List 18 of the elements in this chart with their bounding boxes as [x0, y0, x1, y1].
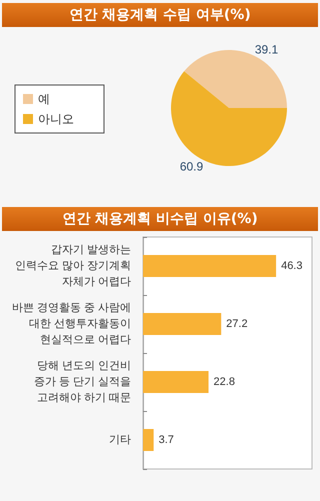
y-tick-label: 갑자기 발생하는 인력수요 많아 장기계획 자체가 어렵다 [14, 244, 131, 288]
y-tick-label: 바쁜 경영활동 중 사람에 대한 선행투자활동이 현실적으로 어렵다 [12, 302, 131, 346]
data-label: 46.3 [281, 260, 302, 272]
bar [143, 255, 276, 277]
data-label: 27.2 [226, 318, 248, 330]
data-label: 39.1 [254, 42, 278, 57]
data-label: 22.8 [214, 376, 235, 388]
bar [143, 429, 154, 451]
legend-label: 예 [38, 92, 50, 106]
data-label: 60.9 [180, 159, 204, 174]
chart-title: 연간 채용계획 수립 여부(%) [2, 3, 318, 27]
data-label: 3.7 [158, 434, 174, 446]
chart-title: 연간 채용계획 비수립 이유(%) [2, 207, 318, 231]
y-tick-label: 당해 년도의 인건비 증가 등 단기 실적을 고려해야 하기 때문 [34, 360, 131, 404]
y-tick-label: 기타 [109, 434, 131, 446]
bar [143, 371, 209, 393]
legend-label: 아니오 [38, 112, 74, 126]
bar [143, 313, 222, 335]
